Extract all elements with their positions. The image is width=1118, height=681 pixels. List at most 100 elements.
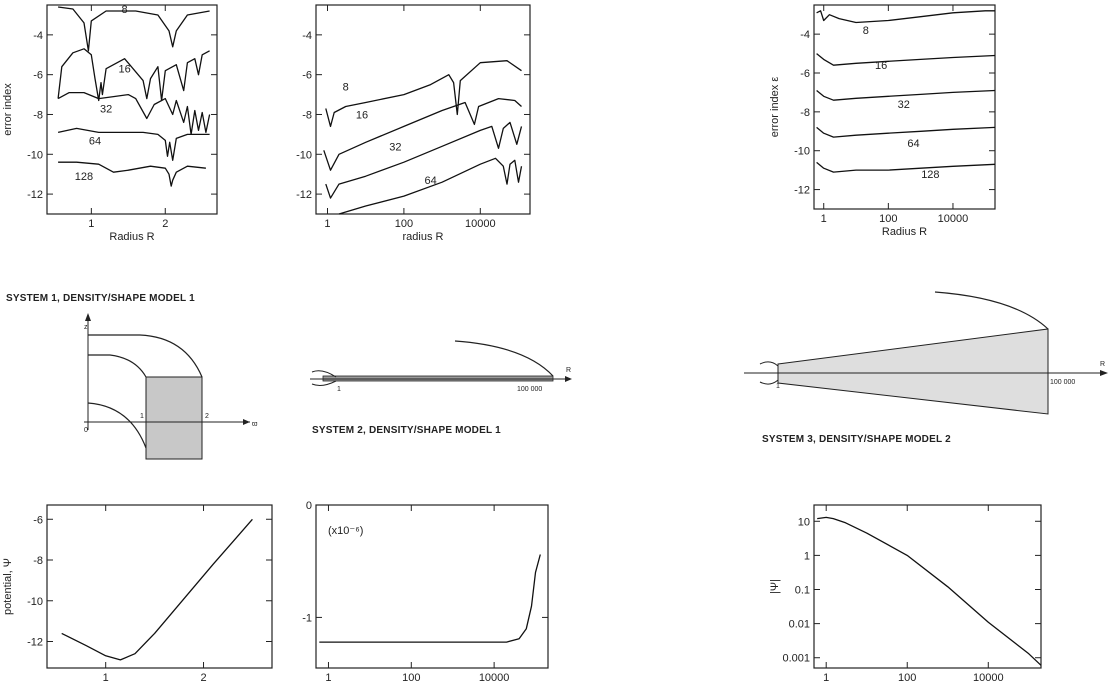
system2-diagram: 1 100 000 R SYSTEM 2, DENSITY/SHAPE MODE… (310, 340, 572, 436)
y-tick-label: -10 (296, 149, 312, 161)
series-line (816, 89, 996, 101)
series-label: 8 (122, 4, 128, 16)
series-label: 64 (424, 175, 436, 187)
series-label: 32 (389, 141, 401, 153)
x-tick-label: 1 (823, 672, 829, 681)
x-tick-label: 1 (325, 672, 331, 681)
y-tick-label: -6 (33, 514, 43, 526)
y-axis-label: |Ψ| (769, 579, 781, 594)
system1-diagram: SYSTEM 1, DENSITY/SHAPE MODEL 1 z ϖ 0 1 … (6, 293, 258, 460)
system1-two-label: 2 (205, 413, 209, 420)
y-tick-label: -4 (302, 30, 312, 42)
system2-end-label: 100 000 (517, 386, 542, 393)
series-line (57, 48, 210, 102)
y-tick-label: -6 (800, 68, 810, 80)
y-tick-label: -4 (800, 29, 810, 41)
series-line (816, 126, 996, 138)
system3-outer-arc (934, 291, 1049, 330)
series-label: 128 (75, 171, 93, 183)
system2-core-lower (311, 380, 337, 386)
y-tick-label: 0.001 (782, 653, 810, 665)
x-tick-label: 2 (162, 218, 168, 230)
system1-title: SYSTEM 1, DENSITY/SHAPE MODEL 1 (6, 293, 195, 304)
series-label: 16 (118, 64, 130, 76)
series-line (816, 53, 996, 66)
series-line (58, 161, 206, 187)
system2-title: SYSTEM 2, DENSITY/SHAPE MODEL 1 (312, 425, 501, 436)
series-label: 16 (875, 60, 887, 72)
y-tick-label: -1 (302, 612, 312, 624)
series-line (338, 157, 523, 215)
series-label: 32 (100, 103, 112, 115)
system1-one-label: 1 (140, 413, 144, 420)
system1-inner-boundary (88, 354, 147, 378)
system1-core-boundary (87, 402, 147, 449)
x-tick-label: 10000 (938, 213, 969, 225)
y-tick-label: -8 (33, 109, 43, 121)
plot-frame (46, 504, 273, 669)
system2-arrow (565, 376, 572, 382)
series-line (816, 10, 995, 24)
plot-frame (813, 504, 1042, 669)
x-tick-label: 1 (324, 218, 330, 230)
system1-z-arrow (85, 313, 91, 321)
y-tick-label: -12 (27, 189, 43, 201)
x-tick-label: 1 (88, 218, 94, 230)
y-tick-label: 1 (804, 550, 810, 562)
y-tick-label: -6 (33, 70, 43, 82)
y-tick-label: -10 (27, 149, 43, 161)
x-tick-label: 10000 (479, 672, 510, 681)
series-line (816, 161, 996, 173)
y-axis-label: potential, Ψ (2, 558, 14, 615)
x-axis-label: Radius R (882, 226, 927, 238)
x-axis-label: Radius R (109, 231, 154, 243)
system3-core-upper (759, 361, 779, 367)
series-label: 8 (863, 25, 869, 37)
series-label: 8 (343, 82, 349, 94)
y-tick-label: -4 (33, 30, 43, 42)
system3-core-lower (759, 379, 779, 385)
series-label: 64 (907, 138, 919, 150)
series-label: 128 (921, 169, 939, 181)
series-label: 16 (356, 109, 368, 121)
series-line (58, 6, 210, 52)
x-tick-label: 1 (103, 672, 109, 681)
y-tick-label: -12 (296, 189, 312, 201)
y-tick-label: -12 (794, 185, 810, 197)
x-tick-label: 100 (898, 672, 916, 681)
system1-origin-label: 0 (84, 427, 88, 434)
y-tick-label: 0 (306, 500, 312, 512)
system1-z-label: z (84, 324, 88, 331)
y-tick-label: -10 (27, 596, 43, 608)
x-tick-label: 1 (821, 213, 827, 225)
system3-one-label: 1 (776, 383, 780, 390)
x-tick-label: 10000 (973, 672, 1004, 681)
system3-arrow (1100, 370, 1108, 376)
plot-frame (315, 504, 549, 669)
system1-outer-boundary (88, 334, 203, 378)
series-line (325, 60, 522, 128)
plot-frame (813, 4, 996, 210)
series-line (817, 516, 1042, 666)
x-tick-label: 2 (200, 672, 206, 681)
y-tick-label: -8 (800, 107, 810, 119)
x-axis-label: radius R (403, 231, 444, 243)
system3-end-label: 100 000 (1050, 379, 1075, 386)
system3-shaded-wedge (777, 328, 1049, 415)
series-line (319, 554, 541, 643)
y-tick-label: -6 (302, 70, 312, 82)
series-line (61, 518, 253, 661)
system1-x-label: ϖ (252, 421, 258, 428)
y-tick-label: -8 (33, 555, 43, 567)
system2-outer-arc (454, 340, 554, 377)
series-label: 32 (898, 99, 910, 111)
system1-shaded-region (145, 376, 203, 460)
x-tick-label: 100 (402, 672, 420, 681)
chart-annotation: (x10⁻⁶) (328, 525, 363, 537)
series-line (57, 127, 210, 161)
system2-one-label: 1 (337, 386, 341, 393)
chart-error-index-system2: 1 100 10000 -4 -6 -8 -10 -12 radius R 8 16 32 64 (296, 4, 531, 243)
